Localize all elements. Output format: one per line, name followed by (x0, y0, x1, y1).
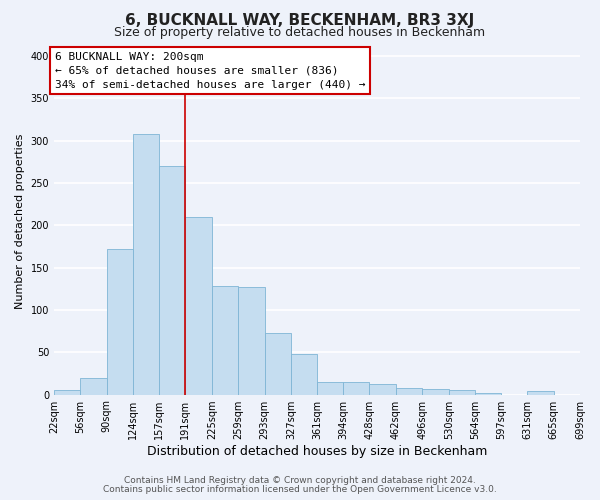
Bar (80, 378, 107, 394)
Bar (133, 134, 159, 394)
Bar (185, 217, 212, 394)
Text: 6 BUCKNALL WAY: 200sqm
← 65% of detached houses are smaller (836)
34% of semi-de: 6 BUCKNALL WAY: 200sqm ← 65% of detached… (55, 52, 365, 90)
Text: Size of property relative to detached houses in Beckenham: Size of property relative to detached ho… (115, 26, 485, 39)
Text: Contains HM Land Registry data © Crown copyright and database right 2024.: Contains HM Land Registry data © Crown c… (124, 476, 476, 485)
Bar (54, 390, 80, 394)
Text: Contains public sector information licensed under the Open Government Licence v3: Contains public sector information licen… (103, 484, 497, 494)
Bar (422, 388, 449, 394)
Bar (370, 384, 396, 394)
Bar (107, 249, 133, 394)
Bar (317, 382, 343, 394)
Bar (449, 390, 475, 394)
Text: 6, BUCKNALL WAY, BECKENHAM, BR3 3XJ: 6, BUCKNALL WAY, BECKENHAM, BR3 3XJ (125, 12, 475, 28)
Bar (580, 391, 600, 394)
Bar (212, 286, 238, 395)
Bar (343, 382, 370, 394)
X-axis label: Distribution of detached houses by size in Beckenham: Distribution of detached houses by size … (147, 444, 487, 458)
Bar (238, 287, 265, 395)
Y-axis label: Number of detached properties: Number of detached properties (15, 134, 25, 308)
Bar (291, 354, 317, 395)
Bar (475, 393, 501, 394)
Bar (265, 333, 291, 394)
Bar (396, 388, 422, 394)
Bar (159, 166, 185, 394)
Bar (527, 391, 554, 394)
